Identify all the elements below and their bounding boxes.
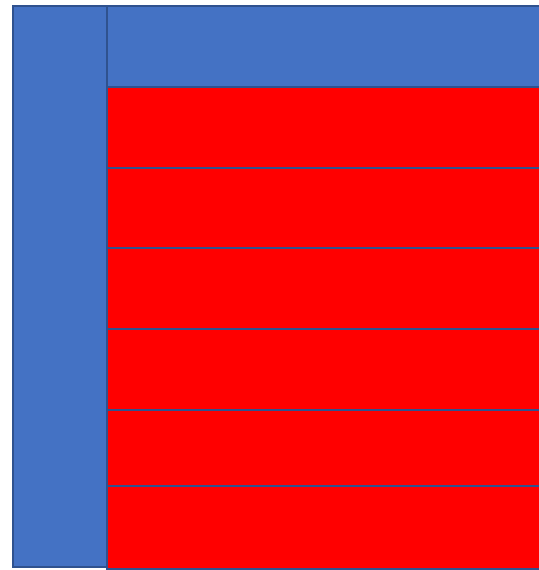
red-row-4 — [106, 328, 539, 411]
red-row-6 — [106, 485, 539, 570]
left-column-block — [12, 5, 108, 568]
top-bar-block — [106, 5, 539, 88]
red-row-2 — [106, 167, 539, 249]
red-row-3 — [106, 247, 539, 330]
red-row-5 — [106, 409, 539, 487]
red-row-1 — [106, 86, 539, 169]
